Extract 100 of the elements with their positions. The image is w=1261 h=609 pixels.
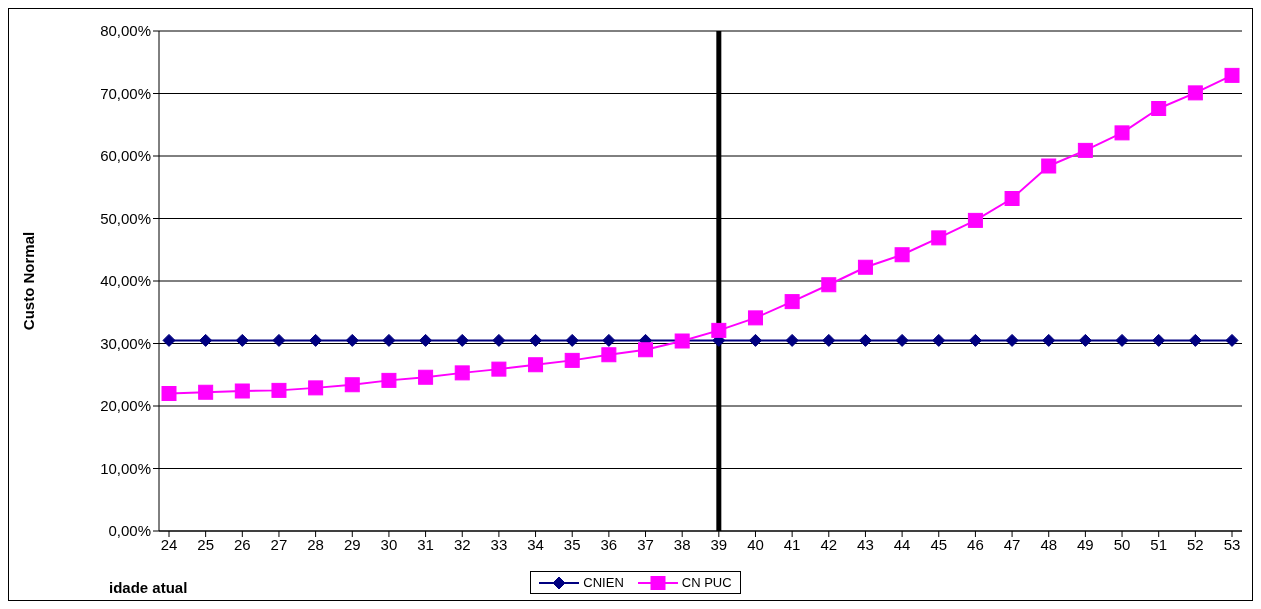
point bbox=[492, 333, 506, 347]
x-tick-label: 50 bbox=[1113, 535, 1131, 553]
point bbox=[1151, 101, 1167, 116]
y-axis-title: Custo Normal bbox=[20, 231, 38, 331]
point bbox=[455, 333, 469, 347]
point bbox=[565, 333, 579, 347]
point bbox=[308, 380, 324, 396]
point bbox=[199, 333, 213, 347]
point bbox=[932, 333, 946, 347]
x-axis-title: idade atual bbox=[109, 579, 188, 596]
x-tick-label: 32 bbox=[453, 535, 471, 553]
point bbox=[382, 333, 396, 347]
x-tick-label: 35 bbox=[563, 535, 581, 553]
point bbox=[711, 322, 727, 338]
point bbox=[601, 347, 617, 363]
x-tick-label: 44 bbox=[893, 535, 911, 553]
x-tick-label: 46 bbox=[967, 535, 984, 553]
point bbox=[784, 294, 800, 310]
x-tick-label: 40 bbox=[747, 535, 764, 553]
point bbox=[454, 365, 470, 381]
point bbox=[198, 384, 214, 400]
y-tick-label: 70,00% bbox=[100, 84, 151, 102]
point bbox=[1188, 333, 1202, 347]
x-tick-label: 48 bbox=[1040, 535, 1058, 553]
point bbox=[822, 333, 836, 347]
point bbox=[858, 333, 872, 347]
x-tick-label: 25 bbox=[197, 535, 214, 553]
point bbox=[161, 386, 177, 401]
point bbox=[1152, 333, 1166, 347]
y-tick-label: 40,00% bbox=[100, 272, 151, 290]
point bbox=[528, 357, 544, 373]
x-tick-label: 33 bbox=[490, 535, 508, 553]
point bbox=[1042, 333, 1056, 347]
x-tick-label: 30 bbox=[380, 535, 398, 553]
point bbox=[235, 333, 249, 347]
point bbox=[1078, 333, 1092, 347]
point bbox=[234, 383, 250, 399]
point bbox=[1187, 85, 1203, 101]
legend-label: CNIEN bbox=[582, 575, 624, 590]
x-tick-label: 42 bbox=[820, 535, 838, 553]
point bbox=[602, 333, 616, 347]
point bbox=[272, 333, 286, 347]
x-tick-label: 38 bbox=[673, 535, 691, 553]
x-tick-label: 27 bbox=[270, 535, 288, 553]
point bbox=[344, 377, 360, 393]
point bbox=[857, 259, 873, 275]
y-tick-label: 30,00% bbox=[100, 334, 151, 352]
point bbox=[1225, 333, 1239, 347]
point bbox=[345, 333, 359, 347]
point bbox=[1077, 142, 1093, 158]
point bbox=[1004, 191, 1020, 206]
point bbox=[1041, 158, 1057, 174]
x-tick-label: 41 bbox=[783, 535, 801, 553]
point bbox=[1224, 67, 1240, 83]
point bbox=[968, 333, 982, 347]
point bbox=[748, 333, 762, 347]
point bbox=[638, 342, 654, 358]
point bbox=[1115, 333, 1129, 347]
x-tick-label: 39 bbox=[710, 535, 728, 553]
point bbox=[529, 333, 543, 347]
point bbox=[747, 310, 763, 326]
x-tick-label: 24 bbox=[160, 535, 178, 553]
point bbox=[418, 369, 434, 385]
point bbox=[785, 333, 799, 347]
x-tick-label: 26 bbox=[233, 535, 251, 553]
y-tick-label: 10,00% bbox=[100, 459, 151, 477]
y-tick-label: 80,00% bbox=[100, 22, 151, 40]
point bbox=[967, 212, 983, 228]
x-tick-label: 51 bbox=[1150, 535, 1168, 553]
point bbox=[309, 333, 323, 347]
point bbox=[564, 352, 580, 368]
point bbox=[821, 277, 837, 293]
legend-label: CN PUC bbox=[680, 575, 732, 590]
point bbox=[491, 361, 507, 377]
x-tick-label: 37 bbox=[637, 535, 654, 553]
point bbox=[674, 333, 690, 349]
point bbox=[419, 333, 433, 347]
point bbox=[931, 230, 947, 246]
point bbox=[162, 333, 176, 347]
x-tick-label: 31 bbox=[417, 535, 434, 553]
point bbox=[271, 382, 287, 398]
point bbox=[1114, 125, 1130, 141]
x-tick-label: 53 bbox=[1223, 535, 1241, 553]
point bbox=[381, 372, 397, 388]
point bbox=[894, 247, 910, 263]
x-tick-label: 36 bbox=[600, 535, 618, 553]
point bbox=[895, 333, 909, 347]
x-tick-label: 52 bbox=[1187, 535, 1204, 553]
x-tick-label: 28 bbox=[307, 535, 324, 553]
x-tick-label: 49 bbox=[1077, 535, 1094, 553]
point bbox=[1005, 333, 1019, 347]
x-tick-label: 47 bbox=[1003, 535, 1021, 553]
y-tick-label: 50,00% bbox=[100, 209, 151, 227]
x-tick-label: 45 bbox=[930, 535, 948, 553]
x-tick-label: 34 bbox=[527, 535, 544, 553]
y-tick-label: 20,00% bbox=[100, 397, 151, 415]
x-tick-label: 29 bbox=[343, 535, 361, 553]
y-tick-label: 60,00% bbox=[100, 147, 151, 165]
x-tick-label: 43 bbox=[857, 535, 874, 553]
y-tick-label: 0,00% bbox=[108, 522, 151, 540]
